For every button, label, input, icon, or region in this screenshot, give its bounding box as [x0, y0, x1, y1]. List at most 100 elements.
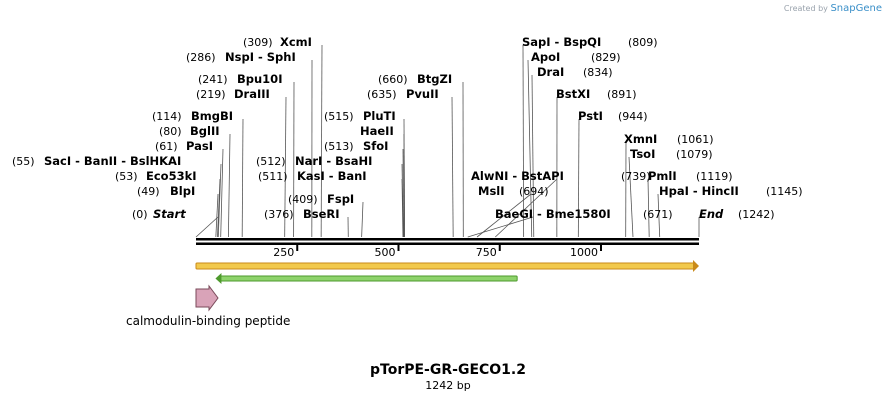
site-position: (512)	[256, 155, 286, 168]
site-name[interactable]: BlpI	[170, 184, 195, 198]
site-leader-line	[467, 216, 534, 238]
calmodulin-binding-peptide-arrow[interactable]	[195, 284, 219, 312]
site-name[interactable]: End	[699, 207, 724, 221]
site-position: (0)	[132, 208, 148, 221]
site-position: (1145)	[766, 185, 803, 198]
site-position: (635)	[367, 88, 397, 101]
site-leader-line	[217, 163, 222, 238]
site-leader-line	[476, 193, 532, 238]
site-position: (49)	[137, 185, 160, 198]
site-leader-line	[361, 201, 364, 238]
snapgene-logo-text: SnapGene	[830, 3, 882, 14]
site-position: (944)	[618, 110, 648, 123]
site-leader-line	[657, 193, 661, 238]
site-position: (53)	[115, 170, 138, 183]
site-labels: Start (0) BlpI (49) Eco53kI (53) SacI - BanII …	[12, 35, 803, 221]
sequence-backbone[interactable]	[196, 238, 699, 245]
site-name[interactable]: XcmI	[280, 35, 312, 49]
site-name[interactable]: XmnI	[624, 132, 657, 146]
site-position: (241)	[198, 73, 228, 86]
ruler-tick-label: 1000	[570, 246, 598, 259]
site-name[interactable]: Bpu10I	[237, 72, 282, 86]
site-leader-line	[241, 118, 244, 238]
ruler-tick-label: 500	[374, 246, 395, 259]
site-leader-line	[577, 118, 580, 238]
site-name[interactable]: SfoI	[363, 139, 388, 153]
site-name[interactable]: BaeGI - Bme1580I	[495, 207, 611, 221]
site-position: (55)	[12, 155, 35, 168]
site-leader-line	[401, 163, 404, 238]
site-name[interactable]: NspI - SphI	[225, 50, 296, 64]
site-name[interactable]: NarI - BsaHI	[295, 154, 372, 168]
site-position: (80)	[159, 125, 182, 138]
site-name[interactable]: BseRI	[303, 207, 340, 221]
feature-label-calmodulin[interactable]: calmodulin-binding peptide	[126, 314, 291, 328]
ruler-ticks: 250 500 750 1000	[273, 245, 602, 259]
site-position: (809)	[628, 36, 658, 49]
green-feature-arrow[interactable]	[215, 273, 518, 284]
site-leader-line	[195, 216, 219, 238]
site-name[interactable]: AlwNI - BstAPI	[471, 169, 564, 183]
site-name[interactable]: PasI	[186, 139, 213, 153]
site-leader-line	[495, 178, 558, 238]
site-name[interactable]: SapI - BspQI	[522, 35, 601, 49]
site-position: (513)	[324, 140, 354, 153]
site-name[interactable]: BtgZI	[417, 72, 452, 86]
site-leader-line	[647, 178, 650, 238]
site-name[interactable]: HpaI - HincII	[659, 184, 739, 198]
site-leader-line	[320, 44, 323, 238]
site-position: (694)	[519, 185, 549, 198]
site-position: (219)	[196, 88, 226, 101]
site-name[interactable]: BmgBI	[191, 109, 233, 123]
site-position: (376)	[264, 208, 294, 221]
site-name[interactable]: PstI	[578, 109, 603, 123]
site-name[interactable]: ApoI	[531, 50, 560, 64]
site-name[interactable]: PvuII	[406, 87, 439, 101]
orange-feature-arrow[interactable]	[195, 260, 699, 272]
plasmid-name: pTorPE-GR-GECO1.2	[370, 362, 526, 378]
site-position: (1119)	[696, 170, 733, 183]
site-position: (739)	[621, 170, 651, 183]
site-position: (114)	[152, 110, 182, 123]
site-leader-line	[284, 96, 287, 238]
site-leader-line	[531, 74, 535, 238]
site-position: (409)	[288, 193, 318, 206]
site-leader-line	[403, 118, 405, 238]
site-name[interactable]: DraIII	[234, 87, 270, 101]
ruler-tick	[498, 245, 501, 251]
site-name[interactable]: HaeII	[360, 124, 394, 138]
site-name[interactable]: DraI	[537, 65, 564, 79]
ruler-tick	[296, 245, 299, 251]
site-name[interactable]: Eco53kI	[146, 169, 197, 183]
site-name[interactable]: MslI	[478, 184, 505, 198]
site-position: (834)	[583, 66, 613, 79]
credit-prefix: Created by	[783, 4, 828, 13]
site-name[interactable]: TsoI	[630, 147, 655, 161]
site-name[interactable]: KasI - BanI	[297, 169, 367, 183]
ruler-tick	[397, 245, 400, 251]
site-leader-line	[220, 148, 224, 238]
site-name[interactable]: BstXI	[556, 87, 590, 101]
site-position: (309)	[243, 36, 273, 49]
site-position: (1242)	[738, 208, 775, 221]
site-name[interactable]: SacI - BanII - BslHKAI	[44, 154, 181, 168]
site-leader-line	[217, 178, 221, 238]
ruler-tick-label: 750	[476, 246, 497, 259]
site-position: (660)	[378, 73, 408, 86]
site-name[interactable]: Start	[153, 207, 186, 221]
site-name[interactable]: BglII	[190, 124, 220, 138]
site-position: (829)	[591, 51, 621, 64]
ruler-tick-label: 250	[273, 246, 294, 259]
site-position: (515)	[324, 110, 354, 123]
site-name[interactable]: PmlI	[648, 169, 677, 183]
site-leader-line	[628, 156, 634, 238]
site-leader-lines	[195, 44, 700, 238]
ruler-tick	[599, 245, 602, 251]
plasmid-length: 1242 bp	[425, 379, 471, 392]
site-name[interactable]: PluTI	[363, 109, 396, 123]
site-leader-line	[227, 133, 231, 238]
site-position: (511)	[258, 170, 288, 183]
site-name[interactable]: FspI	[327, 192, 354, 206]
site-leader-line	[451, 96, 454, 238]
site-position: (61)	[155, 140, 178, 153]
